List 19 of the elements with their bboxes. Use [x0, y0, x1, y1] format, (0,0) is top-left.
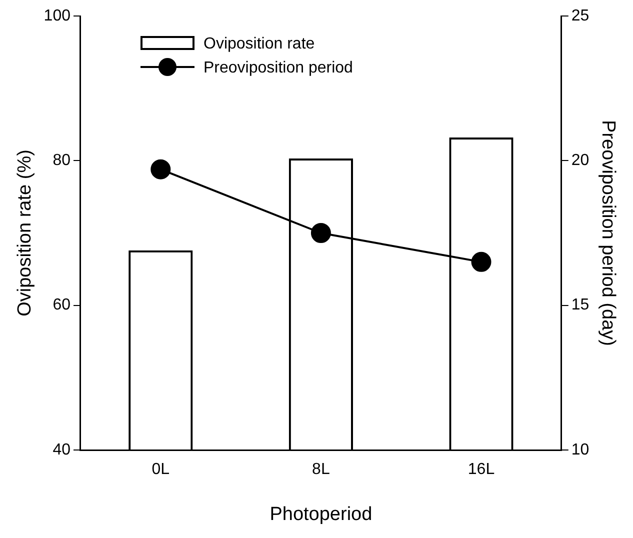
- x-tick-label: 16L: [468, 461, 495, 478]
- point: [150, 159, 171, 180]
- y2-tick-label: 25: [571, 7, 590, 24]
- legend-label: Oviposition rate: [203, 35, 315, 52]
- y2-tick-label: 15: [571, 296, 590, 314]
- x-tick-label: 8L: [312, 461, 330, 478]
- y2-tick-label: 20: [571, 152, 590, 170]
- legend-label: Preoviposition period: [203, 59, 353, 76]
- x-axis-title: Photoperiod: [270, 504, 372, 525]
- y-axis-title: Oviposition rate (%): [14, 150, 36, 316]
- x-tick-label: 0L: [152, 461, 170, 478]
- y2-axis-title: Preoviposition period (day): [597, 120, 618, 346]
- point: [471, 252, 492, 272]
- y-tick-label: 100: [44, 7, 71, 24]
- y-tick-label: 40: [52, 441, 71, 458]
- y-tick-label: 80: [52, 152, 71, 170]
- y2-tick-label: 10: [571, 441, 590, 458]
- point: [310, 223, 331, 243]
- y-tick-label: 60: [52, 296, 71, 314]
